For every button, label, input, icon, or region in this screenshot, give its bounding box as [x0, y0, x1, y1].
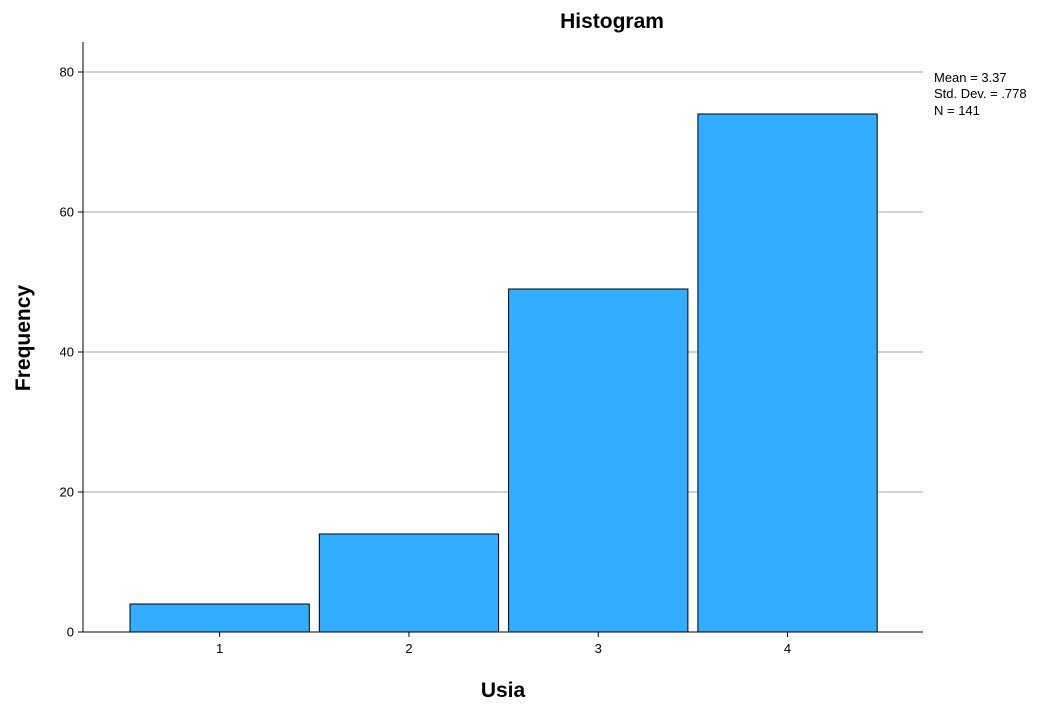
- x-tick-label: 3: [595, 641, 602, 656]
- bar-3: [508, 288, 689, 633]
- y-tick-label: 20: [60, 485, 74, 500]
- stats-box: Mean = 3.37 Std. Dev. = .778 N = 141: [934, 70, 1027, 118]
- y-tick-label: 60: [60, 205, 74, 220]
- x-tick-labels: 1 2 3 4: [216, 632, 791, 656]
- bar-4: [697, 113, 878, 633]
- stats-mean: Mean = 3.37: [934, 70, 1007, 85]
- bar-1: [129, 603, 310, 633]
- y-tick-labels: 0 20 40 60 80: [60, 65, 83, 640]
- stats-n: N = 141: [934, 103, 980, 118]
- bars: [129, 113, 878, 633]
- chart-title: Histogram: [560, 10, 664, 33]
- y-tick-label: 80: [60, 65, 74, 80]
- stats-std-dev: Std. Dev. = .778: [934, 86, 1027, 101]
- y-tick-label: 0: [67, 625, 74, 640]
- x-axis-title: Usia: [481, 679, 526, 702]
- axes: [82, 42, 923, 633]
- y-axis-title: Frequency: [12, 285, 35, 392]
- bar-2: [318, 533, 500, 633]
- x-tick-label: 4: [784, 641, 791, 656]
- x-tick-label: 2: [405, 641, 412, 656]
- y-tick-label: 40: [60, 345, 74, 360]
- x-tick-label: 1: [216, 641, 223, 656]
